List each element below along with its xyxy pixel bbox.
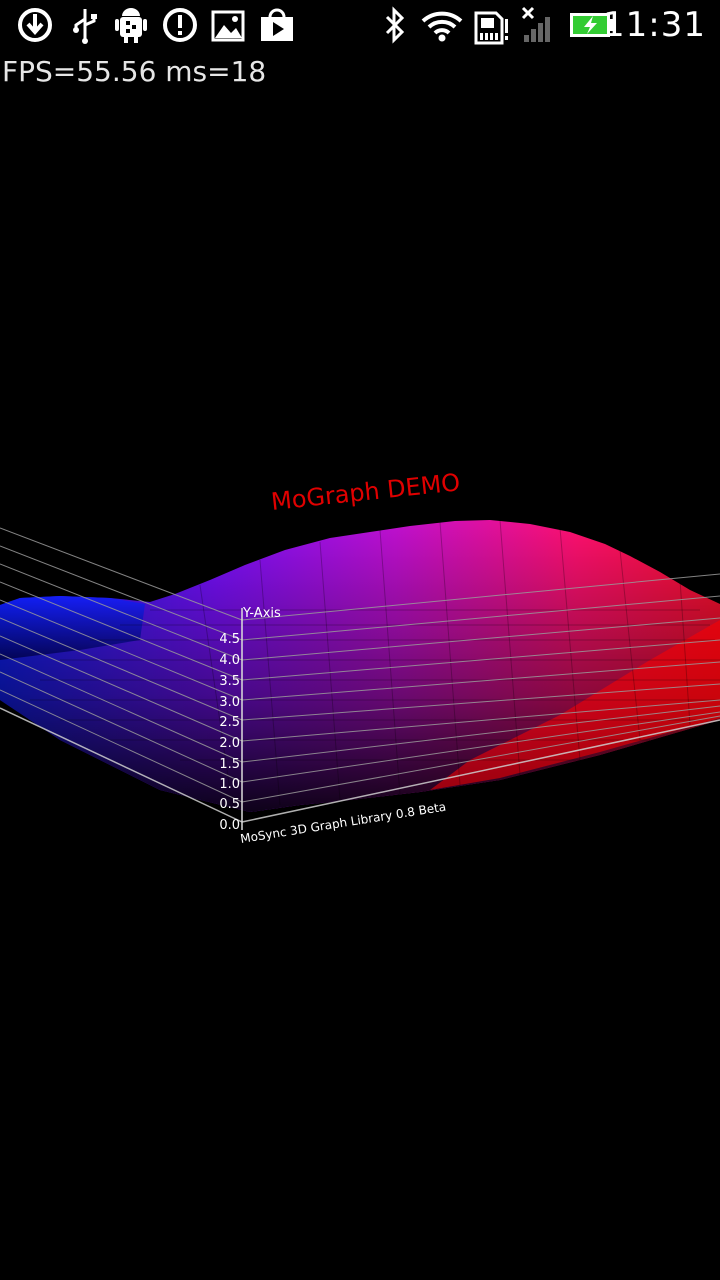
battery-charging-icon <box>570 13 614 37</box>
y-tick-label: 4.5 <box>219 632 240 647</box>
y-tick-label: 4.0 <box>219 653 240 668</box>
y-tick-label: 0.0 <box>219 818 240 833</box>
y-tick-label: 2.5 <box>219 715 240 730</box>
y-tick-label: 3.0 <box>219 695 240 710</box>
alert-icon <box>163 8 197 42</box>
y-tick-label: 2.0 <box>219 736 240 751</box>
graph-title: MoGraph DEMO <box>270 468 462 516</box>
y-tick-label: 0.5 <box>219 797 240 812</box>
fps-counter: FPS=55.56 ms=18 <box>2 55 267 88</box>
surface-plot <box>0 519 720 812</box>
clock: 11:31 <box>603 5 706 45</box>
y-tick-label: 1.5 <box>219 757 240 772</box>
wifi-icon <box>421 11 463 42</box>
sd-card-icon <box>474 11 508 45</box>
status-bar: 11:31 <box>0 0 720 50</box>
y-tick-labels: 4.5 4.0 3.5 3.0 2.5 2.0 1.5 1.0 0.5 0.0 <box>219 632 240 833</box>
usb-icon <box>73 9 97 44</box>
gallery-icon <box>211 10 245 42</box>
android-debug-icon <box>115 8 147 43</box>
download-icon <box>18 8 52 42</box>
y-axis-label: Y-Axis <box>242 606 281 621</box>
signal-off-icon <box>521 6 550 42</box>
y-tick-label: 1.0 <box>219 777 240 792</box>
graph-grid <box>0 527 720 823</box>
play-store-icon <box>261 8 293 41</box>
bluetooth-icon <box>385 6 405 44</box>
y-tick-label: 3.5 <box>219 674 240 689</box>
